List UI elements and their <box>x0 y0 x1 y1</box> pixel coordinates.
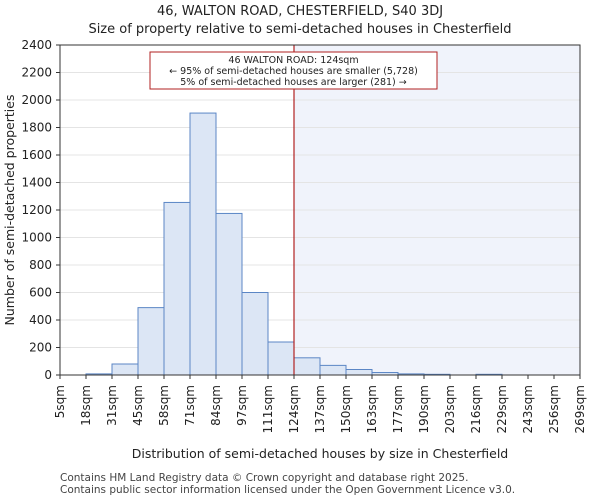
bar-31sqm <box>111 363 139 376</box>
y-tick-label: 0 <box>44 368 52 382</box>
y-tick-label: 2000 <box>21 93 52 107</box>
x-tick-label-269sqm: 269sqm <box>573 385 587 433</box>
x-tick-label-137sqm: 137sqm <box>313 385 327 433</box>
y-tick-label: 1600 <box>21 148 52 162</box>
annotation-box <box>149 51 438 90</box>
x-tick-label-190sqm: 190sqm <box>417 385 431 433</box>
y-tick-label: 1200 <box>21 203 52 217</box>
x-tick-label-216sqm: 216sqm <box>469 385 483 433</box>
x-tick-label-124sqm: 124sqm <box>287 385 301 433</box>
x-tick-label-18sqm: 18sqm <box>79 385 93 426</box>
x-tick-label-150sqm: 150sqm <box>339 385 353 433</box>
y-tick-label: 800 <box>29 258 52 272</box>
x-tick-label-111sqm: 111sqm <box>261 385 275 433</box>
y-tick-label: 2200 <box>21 66 52 80</box>
x-tick-label-256sqm: 256sqm <box>547 385 561 433</box>
x-tick-label-71sqm: 71sqm <box>183 385 197 426</box>
y-tick-label: 1400 <box>21 176 52 190</box>
x-tick-label-203sqm: 203sqm <box>443 385 457 433</box>
y-axis-label: Number of semi-detached properties <box>2 95 17 326</box>
annotation-line-1: 46 WALTON ROAD: 124sqm <box>228 55 358 66</box>
y-tick-label: 600 <box>29 286 52 300</box>
x-tick-label-45sqm: 45sqm <box>131 385 145 426</box>
bar-58sqm <box>163 201 191 376</box>
bar-124sqm <box>293 357 321 376</box>
histogram-chart: 0 200 400 600 800 1000 1200 1400 1600 1800 2000 220… <box>2 38 587 461</box>
x-tick-label-229sqm: 229sqm <box>495 385 509 433</box>
x-tick-label-5sqm: 5sqm <box>53 385 67 418</box>
x-tick-label-177sqm: 177sqm <box>391 385 405 433</box>
chart-title: 46, WALTON ROAD, CHESTERFIELD, S40 3DJ <box>156 4 444 19</box>
footer-line-2: Contains public sector information licen… <box>60 484 516 496</box>
y-tick-label: 2400 <box>21 38 52 52</box>
x-tick-label-243sqm: 243sqm <box>521 385 535 433</box>
bar-84sqm <box>215 212 243 376</box>
x-axis-label: Distribution of semi-detached houses by … <box>132 446 508 461</box>
bar-45sqm <box>137 307 165 376</box>
bar-137sqm <box>319 364 347 376</box>
x-tick-label-31sqm: 31sqm <box>105 385 119 426</box>
y-tick-label: 1800 <box>21 121 52 135</box>
x-tick-label-58sqm: 58sqm <box>157 385 171 426</box>
bar-97sqm <box>241 292 269 376</box>
chart-subtitle: Size of property relative to semi-detach… <box>88 22 512 37</box>
footer-line-1: Contains HM Land Registry data © Crown c… <box>60 472 469 484</box>
x-tick-label-163sqm: 163sqm <box>365 385 379 433</box>
bar-150sqm <box>345 369 373 376</box>
y-tick-label: 1000 <box>21 231 52 245</box>
x-tick-label-97sqm: 97sqm <box>235 385 249 426</box>
y-tick-label: 200 <box>29 341 52 355</box>
bar-71sqm <box>189 112 217 376</box>
x-tick-label-84sqm: 84sqm <box>209 385 223 426</box>
y-tick-label: 400 <box>29 313 52 327</box>
annotation-line-2: ← 95% of semi-detached houses are smalle… <box>169 66 418 77</box>
annotation-line-3: 5% of semi-detached houses are larger (2… <box>180 77 407 88</box>
bar-111sqm <box>267 341 295 376</box>
